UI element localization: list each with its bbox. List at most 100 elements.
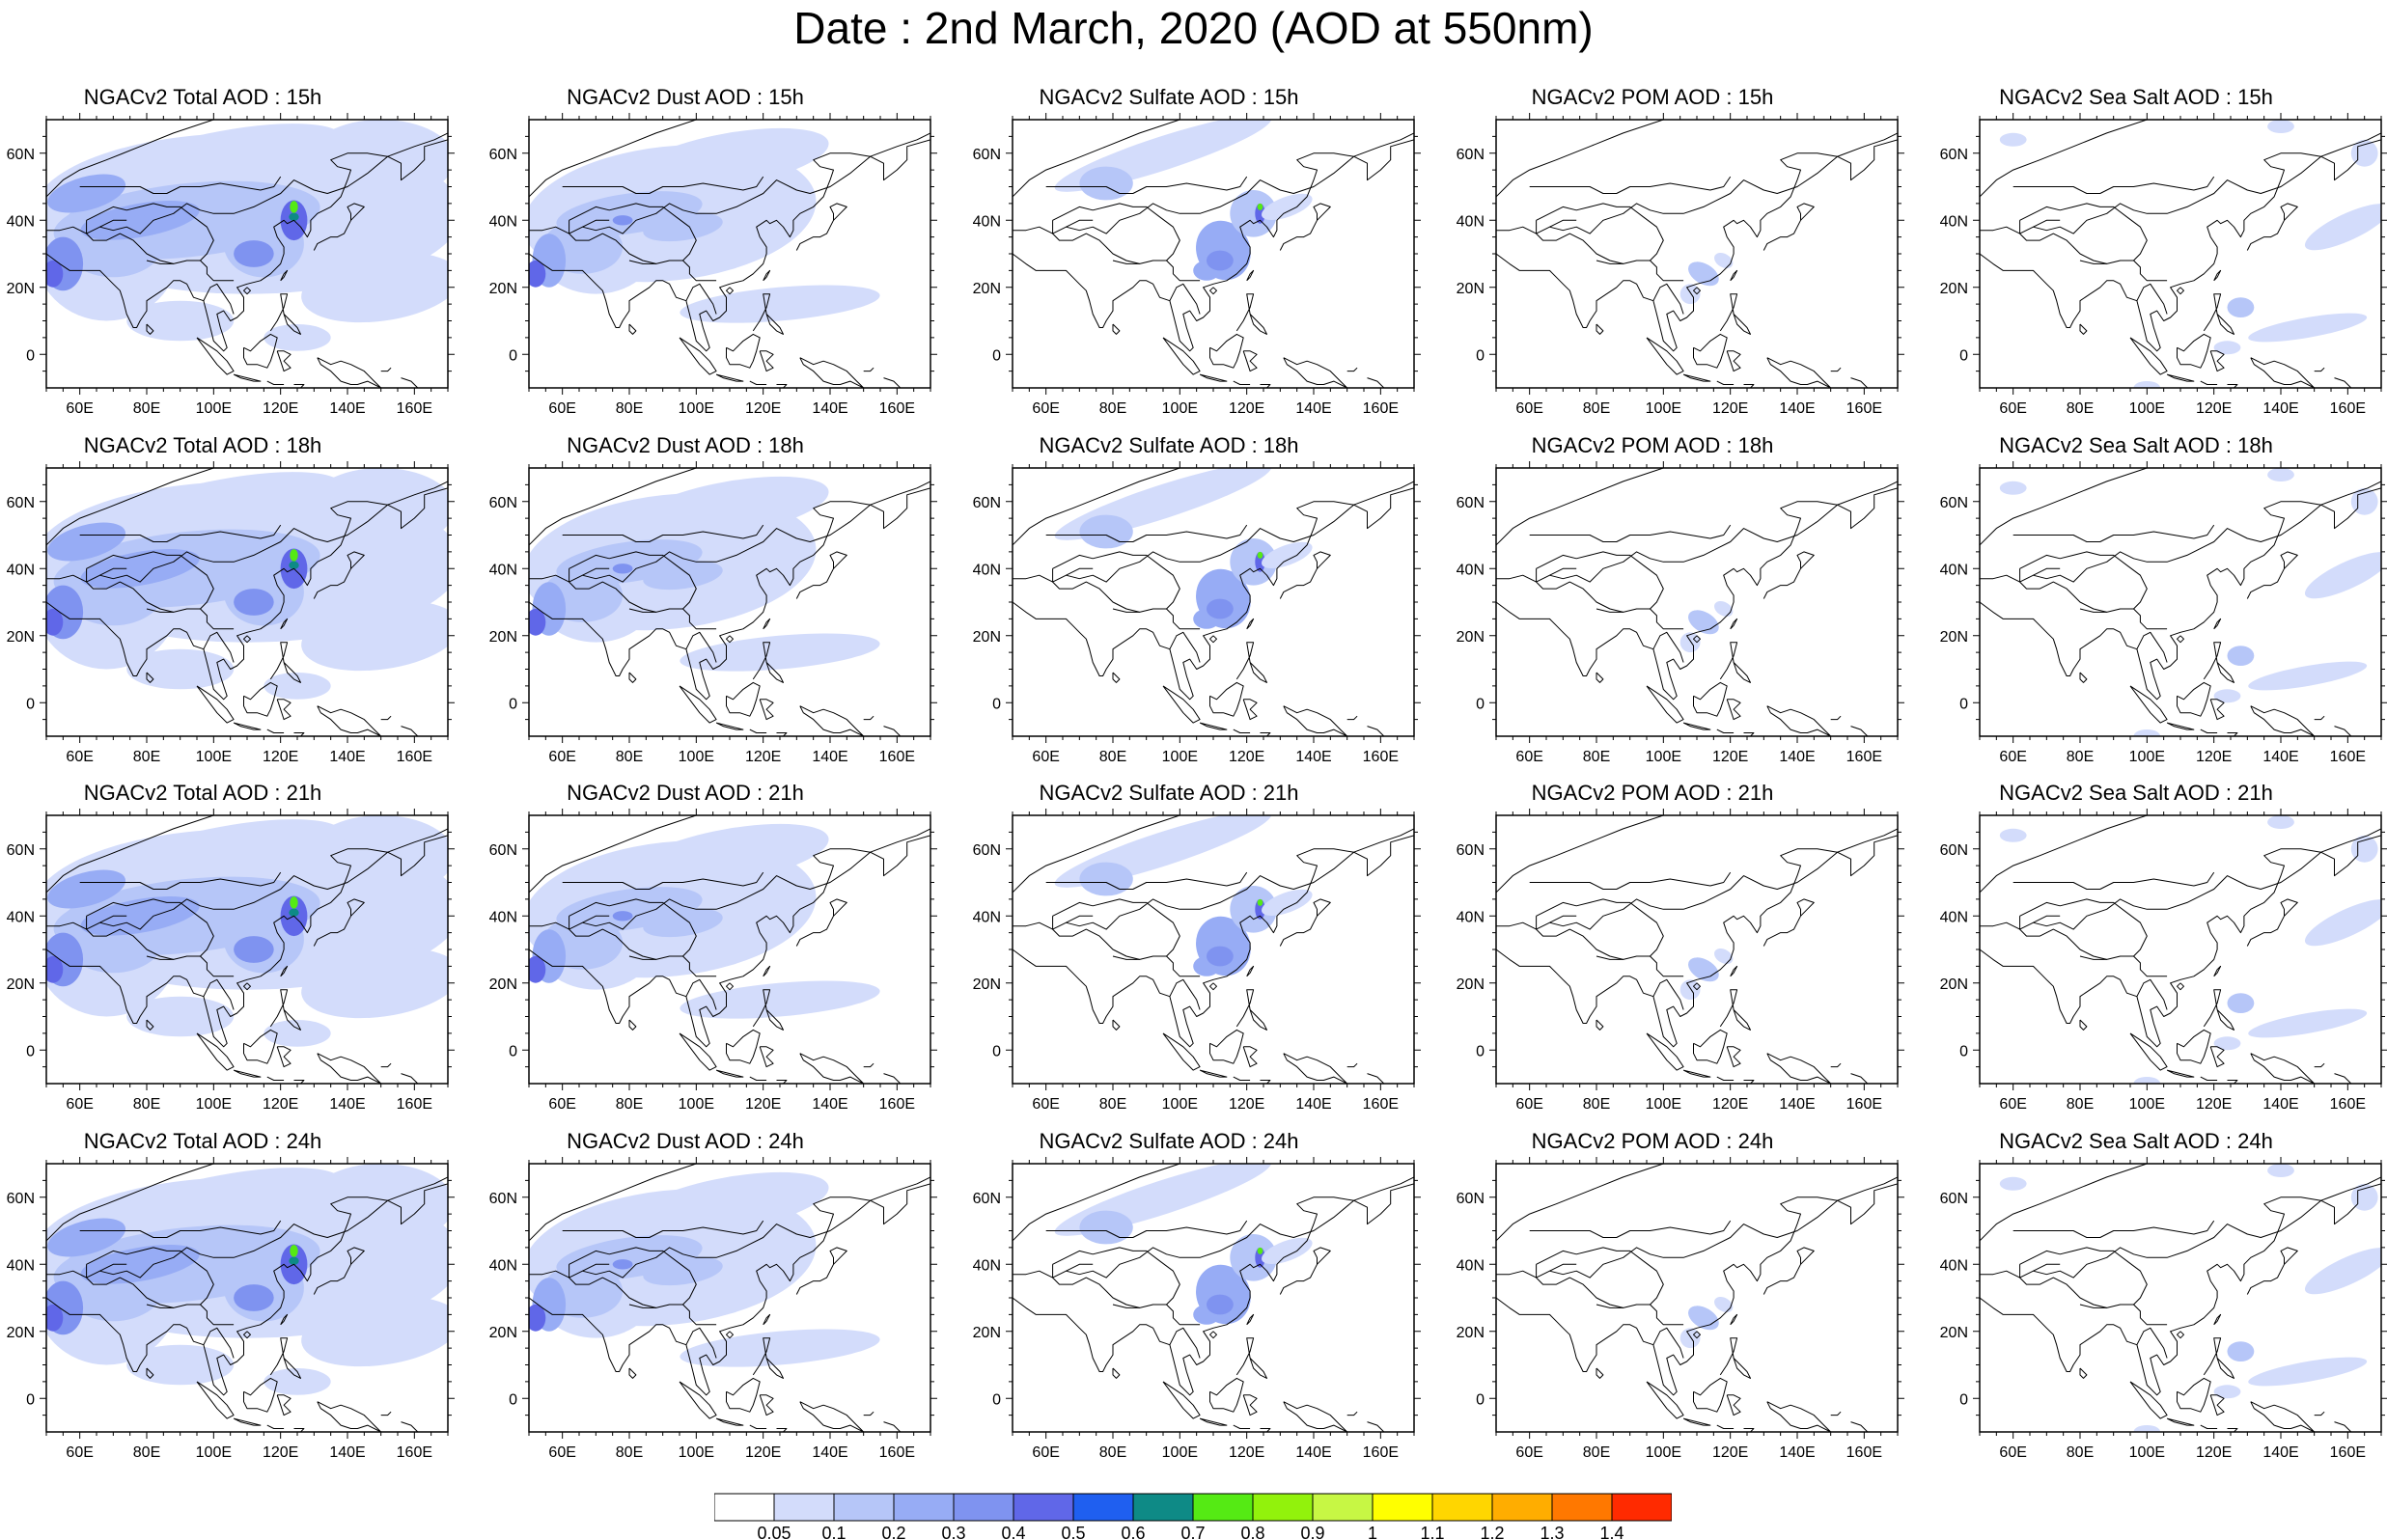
- coastline: [682, 1304, 717, 1326]
- coastline: [1162, 685, 1201, 724]
- coastline: [1235, 642, 1267, 683]
- map-background: [1496, 1164, 1898, 1432]
- aod-patch: [529, 955, 546, 983]
- colorbar-swatch: [1192, 1493, 1254, 1522]
- aod-patch: [1257, 1247, 1263, 1254]
- coastline: [529, 828, 930, 930]
- lat-tick-label: 60N: [1457, 842, 1485, 859]
- aod-patch: [289, 212, 299, 221]
- coastline: [2209, 699, 2225, 721]
- aod-patch: [126, 300, 235, 342]
- lat-tick-label: 60N: [1457, 1191, 1485, 1207]
- coastline: [883, 1073, 902, 1084]
- lon-tick-label: 60E: [1515, 400, 1542, 417]
- coastline: [317, 1401, 382, 1432]
- lon-tick-label: 100E: [196, 749, 232, 765]
- coastline: [266, 1424, 285, 1429]
- coastline: [1496, 815, 1664, 894]
- lon-tick-label: 100E: [1646, 1096, 1681, 1113]
- coastline: [276, 1046, 291, 1068]
- aod-patch: [1257, 551, 1263, 559]
- lon-tick-label: 80E: [133, 1096, 160, 1113]
- coastline: [726, 681, 761, 717]
- aod-map: 60N 40N 20N 0 60E 80E 100E 120E 140E 160E: [489, 1157, 937, 1461]
- coastline: [1693, 333, 1728, 369]
- lon-tick-label: 120E: [263, 400, 298, 417]
- coastline: [1367, 1073, 1385, 1084]
- coastline: [46, 828, 448, 930]
- aod-patch: [1262, 889, 1313, 917]
- coastline: [1529, 524, 1732, 542]
- lon-tick-label: 80E: [616, 400, 643, 417]
- coastline: [1682, 1069, 1711, 1078]
- coastline: [682, 260, 717, 282]
- coastline: [313, 898, 365, 947]
- coastline: [1726, 1394, 1741, 1416]
- aod-patch: [680, 633, 880, 672]
- coastline: [2213, 618, 2222, 630]
- aod-patch: [529, 608, 546, 636]
- coastline: [715, 722, 744, 730]
- map-panel: NGACv2 Sea Salt AOD : 18h 60N 40N 20N 0 60E 80…: [1933, 433, 2387, 765]
- map-background: [1980, 1164, 2381, 1432]
- coastline: [1246, 1313, 1255, 1326]
- coastline: [1112, 955, 1140, 960]
- lon-tick-label: 120E: [1712, 1096, 1748, 1113]
- coastline: [2129, 685, 2168, 724]
- aod-patch: [47, 174, 126, 213]
- lat-tick-label: 40N: [1940, 562, 1968, 578]
- lat-tick-label: 60N: [1940, 842, 1968, 859]
- colorbar-label: 0.7: [1180, 1524, 1205, 1540]
- lon-tick-label: 160E: [397, 1444, 432, 1461]
- lon-tick-label: 140E: [1295, 400, 1331, 417]
- map-panel: NGACv2 Total AOD : 18h 60N 40N 20N 0 60E 80E 10…: [0, 433, 455, 765]
- coastlines: [529, 815, 930, 1084]
- coastline: [1260, 732, 1271, 736]
- coastline: [1013, 120, 1180, 198]
- coastline: [1850, 377, 1869, 388]
- coastline: [200, 1304, 235, 1326]
- lon-tick-label: 60E: [1032, 1444, 1059, 1461]
- coastline: [1596, 1304, 1624, 1308]
- coastline: [99, 915, 127, 923]
- panel-title: NGACv2 Dust AOD : 21h: [567, 781, 804, 805]
- coastline: [1496, 132, 1898, 234]
- colorbar-swatch: [773, 1493, 835, 1522]
- coastline: [863, 1411, 874, 1416]
- lat-tick-label: 20N: [1940, 281, 1968, 297]
- lon-tick-label: 100E: [1162, 1096, 1198, 1113]
- lon-tick-label: 60E: [1515, 1444, 1542, 1461]
- lon-tick-label: 120E: [2196, 400, 2232, 417]
- lon-tick-label: 100E: [196, 400, 232, 417]
- aod-patch: [2227, 297, 2255, 317]
- lon-tick-label: 140E: [1779, 749, 1815, 765]
- lat-tick-label: 20N: [973, 629, 1001, 646]
- coastline: [1496, 481, 1898, 583]
- lat-tick-label: 60N: [1940, 1191, 1968, 1207]
- coastline: [1596, 608, 1624, 613]
- coastline: [293, 384, 305, 388]
- aod-patch: [1262, 193, 1313, 221]
- coastline: [799, 357, 865, 388]
- coastline: [146, 672, 154, 683]
- coastline: [715, 1069, 744, 1078]
- aod-patch: [2304, 204, 2381, 251]
- lon-tick-label: 80E: [1583, 749, 1610, 765]
- lat-tick-label: 0: [509, 1391, 517, 1408]
- aod-patch: [1714, 949, 1734, 964]
- coastline: [2166, 1417, 2195, 1426]
- coastline: [1652, 978, 1684, 1010]
- lon-tick-label: 140E: [329, 1444, 365, 1461]
- coastline: [2079, 672, 2088, 683]
- coastline: [146, 260, 174, 264]
- coastline: [1980, 828, 2381, 930]
- aod-patch: [264, 1368, 331, 1395]
- coastline: [1013, 828, 1414, 930]
- lon-tick-label: 140E: [329, 400, 365, 417]
- aod-map: 60N 40N 20N 0 60E 80E 100E 120E 140E 160E: [1457, 1157, 1904, 1461]
- colorbar-label: 1: [1368, 1524, 1377, 1540]
- lon-tick-label: 80E: [1099, 400, 1126, 417]
- coastline: [2209, 1046, 2225, 1068]
- lon-tick-label: 120E: [745, 1444, 781, 1461]
- aod-patch: [2133, 381, 2161, 388]
